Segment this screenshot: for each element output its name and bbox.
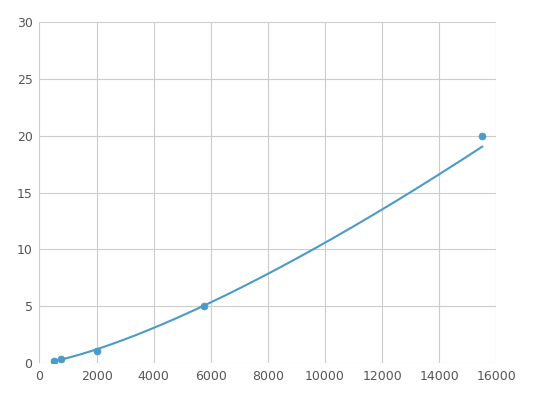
Point	[56, 356, 65, 363]
Point	[92, 348, 101, 354]
Point	[199, 303, 208, 310]
Point	[50, 358, 58, 364]
Point	[478, 132, 487, 139]
